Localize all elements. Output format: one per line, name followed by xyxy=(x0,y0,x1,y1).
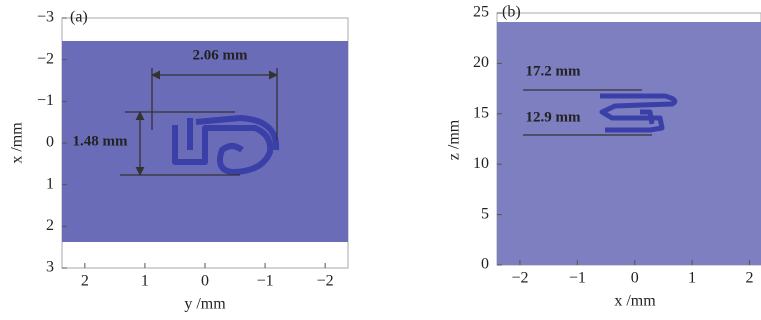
panel-a: 2.06 mm 1.48 mm (a) y /mm x /mm 2 1 0 −1 −2 −… xyxy=(9,9,348,313)
y-tick-label: −3 xyxy=(37,9,54,26)
y-tick-label: 2 xyxy=(46,217,54,234)
image-region xyxy=(497,22,761,265)
y-tick-label: 1 xyxy=(46,175,54,192)
x-tick-label: −2 xyxy=(511,270,528,287)
figure: 2.06 mm 1.48 mm (a) y /mm x /mm 210−1−2−… xyxy=(0,0,761,320)
y-tick-label: 20 xyxy=(473,54,489,71)
y-tick-label: 5 xyxy=(481,205,489,222)
y-tick-label: −1 xyxy=(37,92,54,109)
x-axis-label: x /mm xyxy=(614,293,656,310)
x-tick-label: 0 xyxy=(631,270,639,287)
x-tick-label: 1 xyxy=(141,273,149,290)
y-tick-label: 10 xyxy=(473,155,489,172)
x-axis-label: y /mm xyxy=(184,296,226,313)
y-tick-label: 0 xyxy=(46,134,54,151)
annotation: 1.48 mm xyxy=(73,133,128,149)
annotation: 17.2 mm xyxy=(526,63,581,79)
panel-label: (a) xyxy=(70,9,88,26)
x-tick-label: 0 xyxy=(201,273,209,290)
y-axis-label: z /mm xyxy=(446,119,463,160)
y-axis-label: x /mm xyxy=(9,122,26,164)
y-tick-label: 3 xyxy=(46,259,54,276)
x-tick-label: 2 xyxy=(746,270,754,287)
annotation: 2.06 mm xyxy=(193,47,248,63)
y-tick-label: 25 xyxy=(473,4,489,21)
y-tick-label: 15 xyxy=(473,104,489,121)
annotation: 12.9 mm xyxy=(526,109,581,125)
y-tick-label: −2 xyxy=(37,50,54,67)
x-tick-label: −1 xyxy=(569,270,586,287)
x-tick-label: −1 xyxy=(257,273,274,290)
x-tick-label: 2 xyxy=(81,273,89,290)
x-tick-label: −2 xyxy=(317,273,334,290)
y-tick-label: 0 xyxy=(481,256,489,273)
panel-label: (b) xyxy=(502,4,521,21)
x-tick-label: 1 xyxy=(688,270,696,287)
